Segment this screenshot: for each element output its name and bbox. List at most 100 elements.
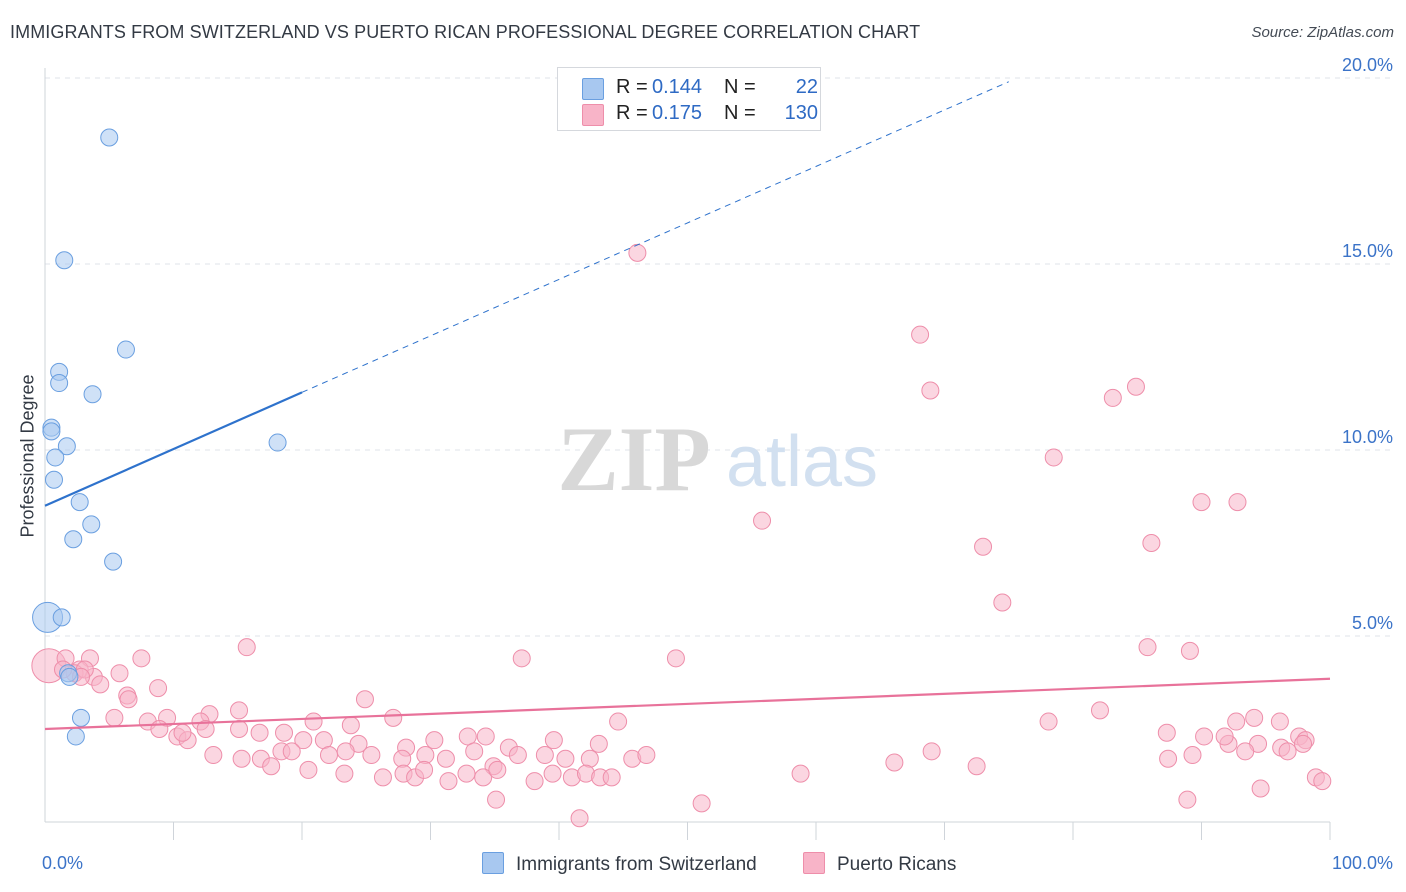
point-puerto-ricans	[911, 325, 930, 344]
point-puerto-ricans	[628, 243, 647, 262]
point-switzerland	[70, 493, 89, 512]
point-puerto-ricans	[535, 746, 554, 765]
legend-swatch-puerto-ricans	[803, 852, 825, 874]
n-label: N =	[724, 102, 756, 124]
point-switzerland	[64, 530, 83, 549]
point-puerto-ricans	[319, 746, 338, 765]
point-puerto-ricans	[341, 716, 360, 735]
point-puerto-ricans	[609, 712, 628, 731]
point-puerto-ricans	[993, 593, 1012, 612]
n-value: 22	[795, 76, 818, 98]
point-puerto-ricans	[1103, 388, 1122, 407]
r-value: 0.144	[652, 76, 703, 98]
point-switzerland	[71, 708, 90, 727]
point-puerto-ricans	[1251, 779, 1270, 798]
point-puerto-ricans	[974, 537, 993, 556]
point-puerto-ricans	[637, 746, 656, 765]
point-switzerland	[52, 608, 71, 627]
n-value: 130	[784, 102, 818, 124]
point-puerto-ricans	[415, 760, 434, 779]
point-puerto-ricans	[1270, 712, 1289, 731]
point-puerto-ricans	[335, 764, 354, 783]
stats-legend: R = 0.144 N = 22 R = 0.175 N = 130	[557, 67, 821, 131]
point-puerto-ricans	[602, 768, 621, 787]
point-puerto-ricans	[393, 749, 412, 768]
point-puerto-ricans	[457, 764, 476, 783]
point-puerto-ricans	[488, 760, 507, 779]
point-puerto-ricans	[580, 749, 599, 768]
y-tick-label: 10.0%	[1342, 427, 1393, 447]
r-label: R =	[616, 76, 648, 98]
n-label: N =	[724, 76, 756, 98]
point-switzerland	[60, 667, 79, 686]
point-switzerland	[44, 470, 63, 489]
point-switzerland	[57, 437, 76, 456]
point-puerto-ricans	[232, 749, 251, 768]
point-puerto-ricans	[525, 772, 544, 791]
point-puerto-ricans	[543, 764, 562, 783]
point-puerto-ricans	[922, 742, 941, 761]
point-puerto-ricans	[885, 753, 904, 772]
point-switzerland	[66, 727, 85, 746]
point-puerto-ricans	[149, 679, 168, 698]
point-puerto-ricans	[362, 746, 381, 765]
watermark-atlas: atlas	[726, 422, 878, 502]
point-puerto-ricans	[967, 757, 986, 776]
point-puerto-ricans	[425, 731, 444, 750]
point-switzerland	[50, 374, 69, 393]
trend-lines	[44, 81, 1331, 731]
point-puerto-ricans	[119, 690, 138, 709]
point-switzerland	[82, 515, 101, 534]
chart-title: IMMIGRANTS FROM SWITZERLAND VS PUERTO RI…	[10, 22, 921, 42]
point-puerto-ricans	[556, 749, 575, 768]
trend-line-puerto-ricans	[44, 677, 1331, 731]
point-puerto-ricans	[1183, 746, 1202, 765]
point-puerto-ricans	[110, 664, 129, 683]
point-puerto-ricans	[1313, 772, 1332, 791]
point-puerto-ricans	[204, 746, 223, 765]
point-puerto-ricans	[458, 727, 477, 746]
tick-labels: 5.0% 10.0% 15.0% 20.0% 0.0% 100.0%	[42, 55, 1393, 873]
y-axis-title: Professional Degree	[17, 374, 38, 538]
point-puerto-ricans	[1142, 534, 1161, 552]
point-puerto-ricans	[132, 649, 151, 668]
point-puerto-ricans	[299, 760, 318, 779]
point-puerto-ricans	[791, 764, 810, 783]
point-puerto-ricans	[1215, 727, 1234, 746]
y-tick-label: 20.0%	[1342, 55, 1393, 75]
legend-swatch-switzerland	[482, 852, 504, 874]
point-puerto-ricans	[1159, 749, 1178, 768]
point-puerto-ricans	[1236, 742, 1255, 761]
point-switzerland	[104, 552, 123, 571]
legend-label-puerto-ricans: Puerto Ricans	[837, 854, 957, 875]
point-puerto-ricans	[275, 723, 294, 742]
y-tick-label: 5.0%	[1352, 613, 1393, 633]
point-puerto-ricans	[1138, 638, 1157, 657]
point-puerto-ricans	[570, 809, 589, 828]
point-puerto-ricans	[294, 731, 313, 750]
point-puerto-ricans	[1192, 493, 1211, 512]
source-label: Source: ZipAtlas.com	[1251, 24, 1394, 41]
point-puerto-ricans	[196, 720, 215, 738]
point-puerto-ricans	[439, 772, 458, 791]
legend-item-puerto-ricans[interactable]: Puerto Ricans	[803, 852, 956, 876]
point-puerto-ricans	[487, 790, 506, 809]
point-puerto-ricans	[355, 690, 374, 709]
point-puerto-ricans	[508, 746, 527, 765]
trend-line-switzerland-extension	[301, 81, 1009, 393]
point-puerto-ricans	[373, 768, 392, 787]
point-puerto-ricans	[230, 701, 249, 720]
y-tick-label: 15.0%	[1342, 241, 1393, 261]
legend-item-switzerland[interactable]: Immigrants from Switzerland	[482, 852, 757, 876]
gridlines	[45, 77, 1395, 637]
point-puerto-ricans	[512, 649, 531, 668]
point-puerto-ricans	[921, 381, 940, 400]
point-puerto-ricans	[230, 720, 249, 738]
point-puerto-ricans	[1157, 723, 1176, 742]
point-puerto-ricans	[105, 708, 124, 727]
point-puerto-ricans	[282, 742, 301, 761]
point-puerto-ricans	[544, 731, 563, 750]
point-puerto-ricans	[753, 511, 772, 530]
x-tick-label: 100.0%	[1332, 853, 1393, 873]
point-puerto-ricans	[436, 749, 455, 768]
